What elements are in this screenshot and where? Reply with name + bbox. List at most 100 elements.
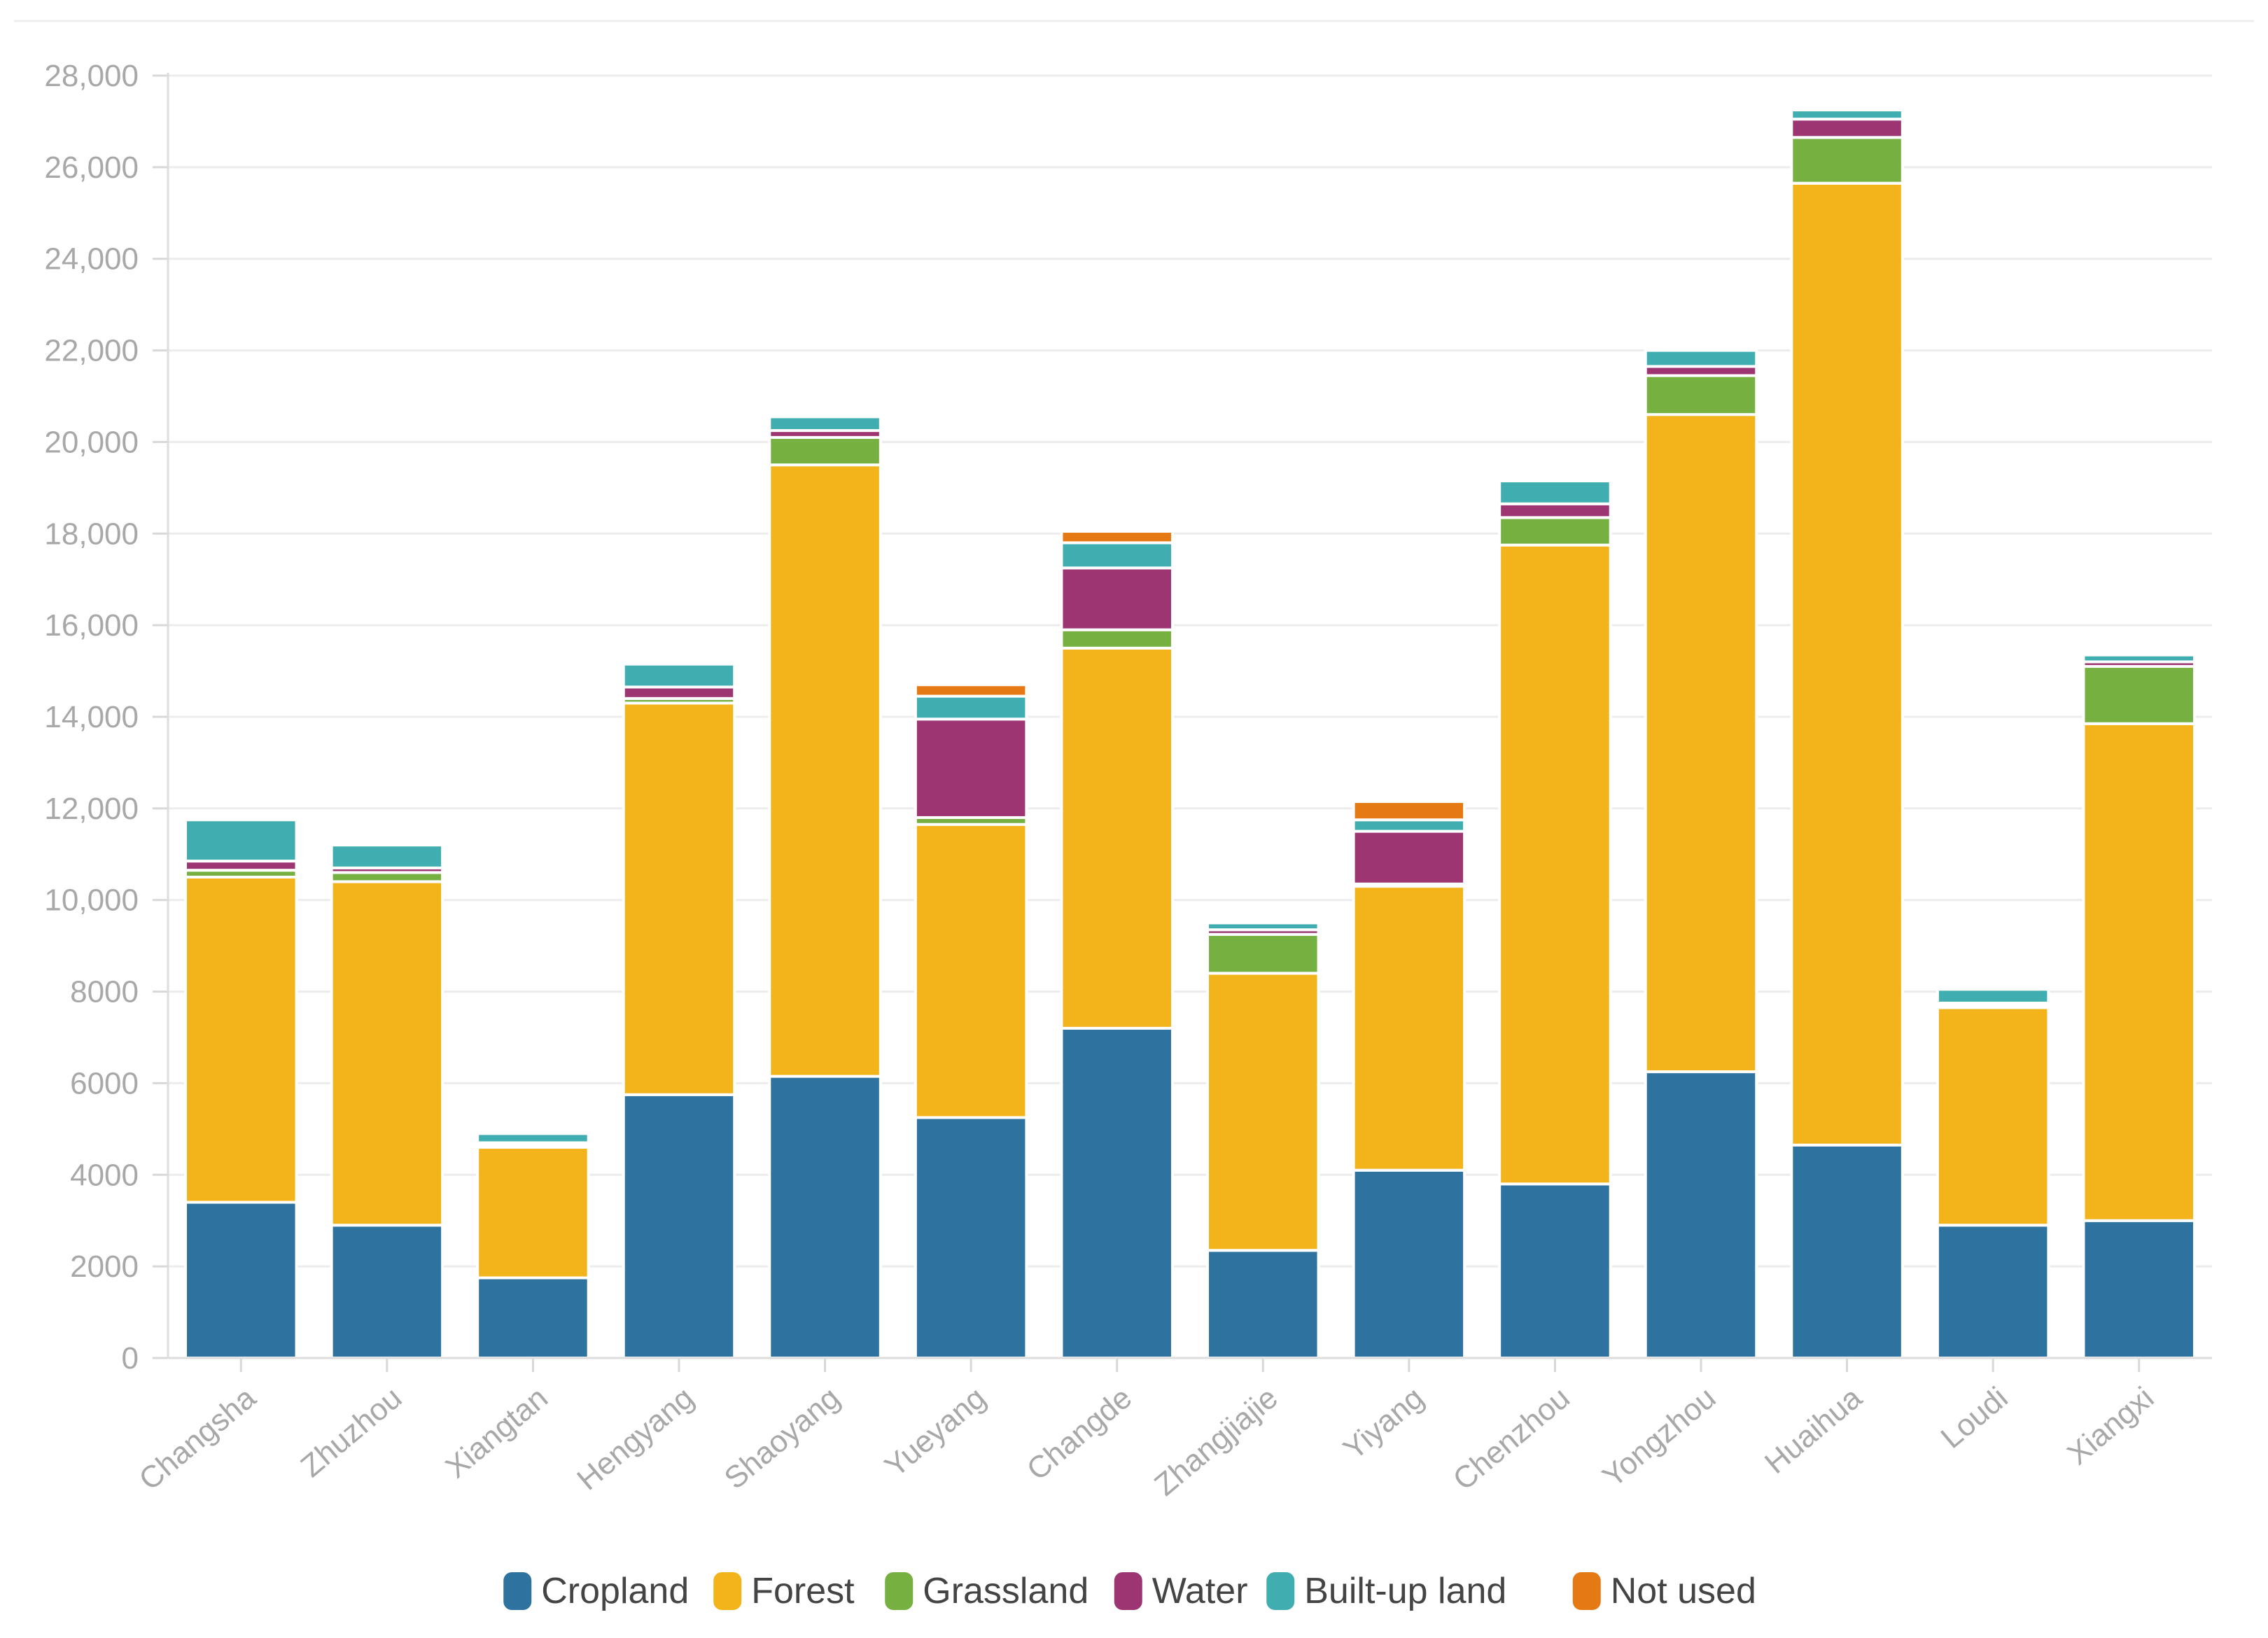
bar-xiangtan-cropland — [476, 1276, 590, 1359]
bar-yongzhou-built-up-land — [1644, 349, 1758, 368]
bar-loudi-built-up-land — [1935, 988, 2050, 1004]
y-tick-label: 12,000 — [44, 792, 139, 826]
bar-chenzhou-grassland — [1498, 516, 1612, 547]
legend-swatch — [713, 1572, 742, 1610]
bar-changde-forest — [1060, 646, 1174, 1030]
bar-shaoyang-built-up-land — [768, 415, 882, 433]
bar-changde-grassland — [1060, 628, 1174, 650]
legend-item-built-up-land[interactable]: Built-up land — [1266, 1571, 1506, 1611]
bar-zhangjiajie-cropland — [1206, 1249, 1320, 1359]
legend-item-forest[interactable]: Forest — [713, 1571, 855, 1611]
legend-label: Forest — [751, 1571, 855, 1611]
bar-stack-chenzhou — [1498, 479, 1612, 1360]
bar-xiangtan-forest — [476, 1146, 590, 1280]
grid-lines — [168, 74, 2212, 1359]
x-category-label: Hengyang — [570, 1380, 700, 1497]
bar-yueyang-not-used — [913, 683, 1028, 698]
bar-changsha-cropland — [184, 1200, 298, 1359]
x-category-label: Yueyang — [878, 1380, 993, 1484]
legend-item-cropland[interactable]: Cropland — [503, 1571, 689, 1611]
bar-xiangtan-built-up-land — [476, 1132, 590, 1144]
bar-yueyang-water — [913, 718, 1028, 819]
bar-stack-changsha — [184, 818, 298, 1359]
bar-shaoyang-forest — [768, 463, 882, 1078]
bar-stack-zhangjiajie — [1206, 921, 1320, 1359]
x-category-label: Changsha — [133, 1380, 263, 1497]
bar-stack-yongzhou — [1644, 349, 1758, 1359]
bar-stack-huaihua — [1790, 108, 1904, 1360]
legend: Cropland Forest Grassland Water Built-up lan… — [503, 1571, 1756, 1611]
legend-label: Cropland — [541, 1571, 689, 1611]
bar-yongzhou-forest — [1644, 413, 1758, 1074]
legend-item-water[interactable]: Water — [1114, 1571, 1248, 1611]
legend-label: Grassland — [923, 1571, 1088, 1611]
legend-label: Water — [1152, 1571, 1248, 1611]
bar-hengyang-cropland — [622, 1093, 736, 1360]
bar-chenzhou-cropland — [1498, 1182, 1612, 1360]
y-tick-label: 2000 — [70, 1250, 139, 1284]
y-tick-label: 0 — [122, 1341, 139, 1376]
bar-huaihua-built-up-land — [1790, 108, 1904, 121]
bar-stack-yiyang — [1352, 800, 1466, 1359]
bar-yiyang-cropland — [1352, 1168, 1466, 1359]
y-tick-label: 26,000 — [44, 150, 139, 185]
legend-item-not-used[interactable]: Not used — [1572, 1571, 1756, 1611]
y-tick-label: 28,000 — [44, 59, 139, 93]
bar-loudi-forest — [1935, 1006, 2050, 1227]
x-category-label: Zhuzhou — [295, 1380, 409, 1484]
x-category-label: Chenzhou — [1447, 1380, 1576, 1497]
y-tick-label: 14,000 — [44, 700, 139, 734]
bar-changde-cropland — [1060, 1026, 1174, 1360]
bar-chenzhou-water — [1498, 502, 1612, 519]
bar-changde-water — [1060, 566, 1174, 631]
bar-yiyang-built-up-land — [1352, 818, 1466, 833]
x-category-label: Xiangxi — [2061, 1380, 2160, 1471]
bar-yueyang-forest — [913, 822, 1028, 1119]
bar-xiangxi-built-up-land — [2082, 653, 2196, 664]
bar-stack-xiangtan — [476, 1132, 590, 1359]
bar-zhuzhou-cropland — [330, 1224, 444, 1360]
x-category-label: Shaoyang — [718, 1380, 846, 1496]
bar-huaihua-water — [1790, 118, 1904, 139]
x-category-label: Huaihua — [1758, 1380, 1868, 1480]
bar-stack-changde — [1060, 530, 1174, 1360]
x-category-label: Yongzhou — [1596, 1380, 1722, 1494]
bar-xiangxi-forest — [2082, 722, 2196, 1222]
legend-label: Built-up land — [1304, 1571, 1506, 1611]
legend-swatch — [1266, 1572, 1295, 1610]
legend-swatch — [1572, 1572, 1601, 1610]
bar-yiyang-forest — [1352, 885, 1466, 1172]
bar-yueyang-cropland — [913, 1116, 1028, 1359]
bar-zhangjiajie-forest — [1206, 972, 1320, 1252]
bar-stack-yueyang — [913, 683, 1028, 1359]
bar-yongzhou-grassland — [1644, 374, 1758, 416]
y-tick-label: 10,000 — [44, 883, 139, 918]
bar-changsha-built-up-land — [184, 818, 298, 863]
y-tick-label: 24,000 — [44, 242, 139, 276]
y-tick-label: 4000 — [70, 1158, 139, 1192]
bar-shaoyang-grassland — [768, 435, 882, 467]
y-tick-label: 20,000 — [44, 425, 139, 459]
bar-xiangxi-cropland — [2082, 1219, 2196, 1359]
x-category-label: Xiangtan — [439, 1380, 554, 1485]
bar-hengyang-built-up-land — [622, 662, 736, 689]
bar-changsha-forest — [184, 876, 298, 1204]
x-axis: Changsha Zhuzhou Xiangtan Hengyang Shaoyang Y… — [133, 1357, 2212, 1502]
bar-zhangjiajie-grassland — [1206, 932, 1320, 975]
x-category-label: Changde — [1021, 1380, 1138, 1487]
bar-stack-hengyang — [622, 662, 736, 1360]
bar-zhangjiajie-built-up-land — [1206, 921, 1320, 932]
legend-item-grassland[interactable]: Grassland — [885, 1571, 1088, 1611]
bar-zhuzhou-built-up-land — [330, 844, 444, 869]
bar-yongzhou-cropland — [1644, 1070, 1758, 1359]
bar-stack-xiangxi — [2082, 653, 2196, 1359]
y-axis: 0 2000 4000 6000 8000 10,000 12,000 14,000 16,00… — [44, 59, 169, 1376]
legend-swatch — [885, 1572, 913, 1610]
bar-zhuzhou-forest — [330, 880, 444, 1227]
y-tick-label: 18,000 — [44, 517, 139, 551]
bar-xiangxi-grassland — [2082, 665, 2196, 725]
bar-yiyang-water — [1352, 830, 1466, 886]
bar-huaihua-forest — [1790, 181, 1904, 1147]
x-category-label: Loudi — [1935, 1380, 2015, 1455]
